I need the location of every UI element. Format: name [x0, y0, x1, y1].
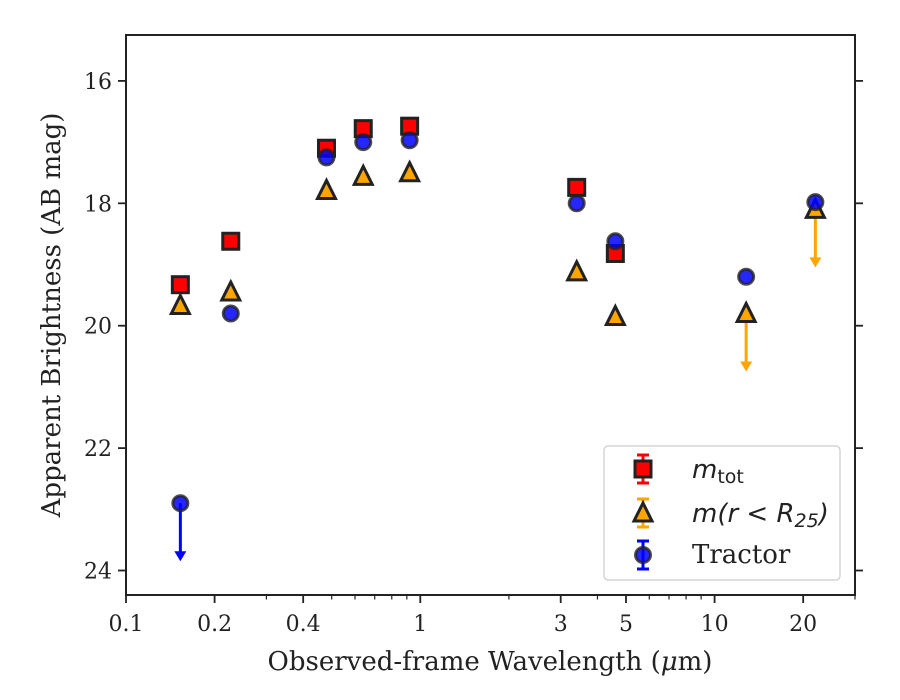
data-points: [168, 116, 827, 562]
x-tick-label: 5: [619, 612, 633, 637]
legend-label-m-tot: mtot: [692, 455, 744, 488]
marker-circle: [171, 494, 190, 513]
y-axis-label: Apparent Brightness (AB mag): [37, 113, 67, 519]
x-tick-label: 3: [554, 612, 568, 637]
marker-circle: [221, 304, 240, 323]
series-square: [170, 116, 625, 295]
marker-circle: [567, 194, 586, 213]
legend-entry-tractor: Tractor: [634, 539, 791, 571]
axes: 16 18 20 22 24 0.1 0.2 0.4 1 3 5 10 20: [84, 34, 863, 637]
data-point-square: [567, 177, 587, 197]
y-tick-label: 22: [84, 437, 112, 462]
legend-marker-circle: [634, 546, 652, 564]
upper-limit-arrowhead: [809, 257, 822, 268]
marker-triangle: [565, 258, 589, 282]
data-point-circle: [317, 148, 336, 167]
x-tick-label: 10: [701, 612, 729, 637]
marker-triangle: [603, 303, 627, 327]
legend-marker-triangle: [631, 499, 655, 523]
series-circle: [171, 131, 825, 562]
y-tick-label: 18: [84, 192, 112, 217]
marker-circle: [317, 148, 336, 167]
marker-triangle: [168, 292, 192, 316]
data-point-circle: [606, 232, 625, 251]
marker-circle: [400, 131, 419, 150]
data-point-triangle: [351, 163, 375, 186]
marker-circle: [606, 232, 625, 251]
y-tick-label: 20: [84, 315, 112, 340]
data-point-circle: [567, 194, 586, 213]
marker-square: [221, 231, 241, 251]
legend-label-m-r25: m(r < R25): [692, 499, 829, 532]
data-point-triangle: [603, 303, 627, 327]
y-tick-label: 16: [84, 70, 112, 95]
marker-square: [170, 275, 190, 295]
marker-triangle: [734, 300, 758, 323]
marker-circle: [806, 193, 825, 212]
data-point-square: [221, 231, 241, 251]
plot-frame: [125, 34, 856, 596]
data-point-circle: [354, 133, 373, 152]
data-point-triangle: [315, 177, 338, 200]
marker-triangle: [351, 163, 375, 186]
x-tick-label: 1: [413, 612, 427, 637]
data-point-circle: [221, 304, 240, 323]
data-point-square: [170, 275, 190, 295]
x-tick-label: 0.1: [109, 612, 144, 637]
legend: mtot m(r < R25) Tractor: [603, 445, 841, 581]
data-point-triangle: [219, 278, 243, 302]
marker-square: [567, 177, 587, 197]
legend-entry-m-r25: m(r < R25): [631, 497, 829, 532]
data-point-triangle: [398, 159, 422, 183]
legend-box: [603, 445, 841, 581]
marker-triangle: [398, 159, 422, 183]
upper-limit-arrowhead: [740, 361, 753, 372]
marker-circle: [354, 133, 373, 152]
x-tick-label: 0.4: [286, 612, 321, 637]
upper-limit-arrowhead: [174, 551, 187, 562]
data-point-triangle: [565, 258, 589, 282]
data-point-triangle: [168, 292, 192, 316]
x-tick-label: 0.2: [197, 612, 232, 637]
x-tick-label: 20: [789, 612, 817, 637]
marker-triangle: [315, 177, 338, 200]
marker-triangle: [219, 278, 243, 302]
marker-circle: [737, 267, 756, 286]
legend-marker-square: [633, 459, 653, 479]
legend-entry-m-tot: mtot: [633, 453, 744, 488]
legend-label-tractor: Tractor: [692, 540, 791, 570]
series-triangle: [168, 159, 827, 372]
data-point-circle: [171, 494, 190, 562]
data-point-triangle: [734, 300, 758, 372]
data-point-circle: [400, 131, 419, 150]
data-point-circle: [806, 193, 825, 212]
data-point-circle: [737, 267, 756, 286]
y-tick-label: 24: [84, 560, 112, 585]
x-axis-label: Observed-frame Wavelength (μm): [268, 647, 713, 677]
